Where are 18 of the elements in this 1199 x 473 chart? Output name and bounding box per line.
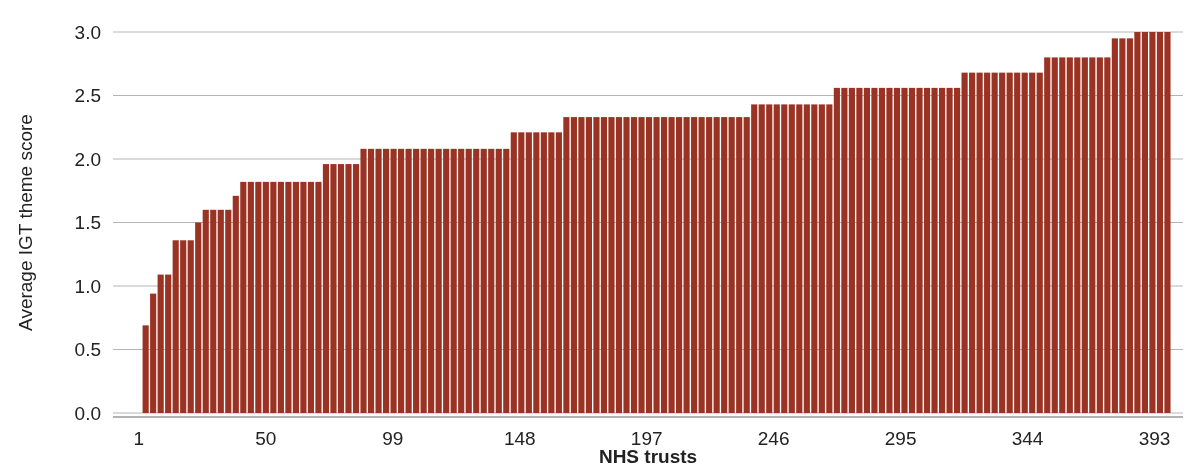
y-tick-label: 3.0: [74, 21, 101, 43]
x-tick-label: 50: [255, 428, 277, 449]
x-tick-label: 246: [757, 428, 790, 449]
y-tick-label: 1.5: [74, 212, 101, 234]
x-tick-label: 148: [503, 428, 536, 449]
x-tick-label: 197: [630, 428, 663, 449]
y-tick-label: 0.5: [74, 339, 101, 361]
y-axis-title: Average IGT theme score: [15, 114, 36, 331]
x-tick-label: 344: [1011, 428, 1044, 449]
x-tick-label: 1: [133, 428, 145, 449]
y-tick-label: 2.5: [74, 85, 101, 107]
x-tick-label: 99: [382, 428, 404, 449]
y-tick-label: 2.0: [74, 148, 101, 170]
x-tick-label: 393: [1138, 428, 1171, 449]
x-axis-title: NHS trusts: [598, 446, 698, 467]
y-tick-label: 1.0: [74, 275, 101, 297]
x-tick-label: 295: [884, 428, 917, 449]
y-tick-label: 0.0: [74, 402, 101, 424]
